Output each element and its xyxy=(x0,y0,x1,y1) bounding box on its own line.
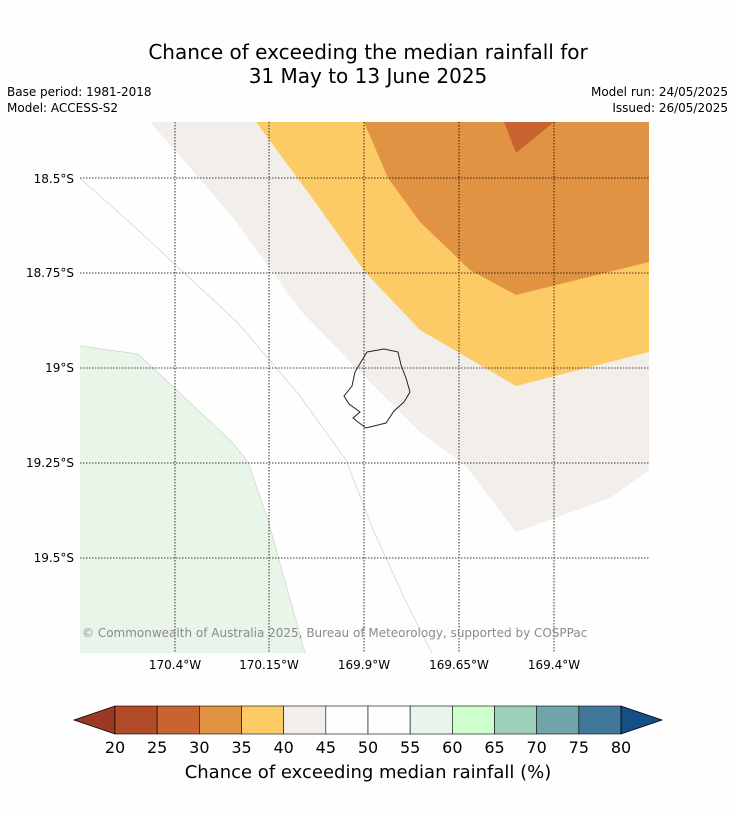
colorbar-tick-label: 60 xyxy=(442,738,463,757)
colorbar-segment xyxy=(536,705,580,735)
lat-label-1: 18.5°S xyxy=(33,172,74,186)
lon-label-1: 170.4°W xyxy=(148,658,202,672)
colorbar-tick-label: 35 xyxy=(231,738,252,757)
title-line-1: Chance of exceeding the median rainfall … xyxy=(148,40,588,64)
model-name: Model: ACCESS-S2 xyxy=(7,101,119,115)
copyright-notice: © Commonwealth of Australia 2025, Bureau… xyxy=(82,626,588,640)
region-25-30 xyxy=(504,122,554,153)
colorbar-segment xyxy=(367,705,411,735)
lon-label-3: 169.9°W xyxy=(337,658,391,672)
colorbar-tick-label: 70 xyxy=(526,738,547,757)
colorbar-tick-label: 20 xyxy=(104,738,126,757)
region-30-35 xyxy=(364,122,649,295)
colorbar-segment xyxy=(494,705,537,735)
niue-island-outline xyxy=(343,348,411,429)
colorbar-segment xyxy=(199,705,242,735)
issued-date: Issued: 26/05/2025 xyxy=(612,101,728,115)
contour-line-southwest xyxy=(80,345,306,653)
graticule xyxy=(80,122,649,653)
colorbar-segment xyxy=(325,705,369,735)
lon-label-4: 169.65°W xyxy=(429,658,489,672)
colorbar-tick-label: 65 xyxy=(484,738,505,757)
base-period: Base period: 1981-2018 xyxy=(7,85,152,99)
colorbar-segment xyxy=(156,705,200,735)
lat-label-3: 19°S xyxy=(45,361,74,375)
region-55-60 xyxy=(80,346,305,653)
colorbar xyxy=(72,705,664,735)
colorbar-segment xyxy=(578,705,622,735)
lat-label-5: 19.5°S xyxy=(33,551,74,565)
lat-label-4: 19.25°S xyxy=(26,456,74,470)
lat-label-2: 18.75°S xyxy=(26,266,74,280)
colorbar-label: Chance of exceeding median rainfall (%) xyxy=(184,762,552,783)
map-area xyxy=(80,122,649,653)
colorbar-under-arrow xyxy=(72,705,116,735)
colorbar-over-arrow xyxy=(620,705,664,735)
colorbar-tick-label: 40 xyxy=(273,738,294,757)
colorbar-segment xyxy=(452,705,495,735)
colorbar-tick-label: 50 xyxy=(357,738,379,757)
lon-label-5: 169.4°W xyxy=(527,658,581,672)
colorbar-tick-label: 45 xyxy=(315,738,337,757)
title-line-2: 31 May to 13 June 2025 xyxy=(248,64,488,88)
colorbar-tick-label: 75 xyxy=(568,738,590,757)
colorbar-segment xyxy=(409,705,453,735)
colorbar-segment xyxy=(114,705,158,735)
colorbar-tick-label: 25 xyxy=(146,738,168,757)
colorbar-segment xyxy=(241,705,284,735)
colorbar-segment xyxy=(283,705,327,735)
model-run: Model run: 24/05/2025 xyxy=(590,85,728,99)
contour-line-west xyxy=(80,177,433,653)
colorbar-tick-label: 55 xyxy=(399,738,421,757)
colorbar-tick-label: 80 xyxy=(610,738,632,757)
colorbar-tick-label: 30 xyxy=(189,738,210,757)
lon-label-2: 170.15°W xyxy=(239,658,299,672)
